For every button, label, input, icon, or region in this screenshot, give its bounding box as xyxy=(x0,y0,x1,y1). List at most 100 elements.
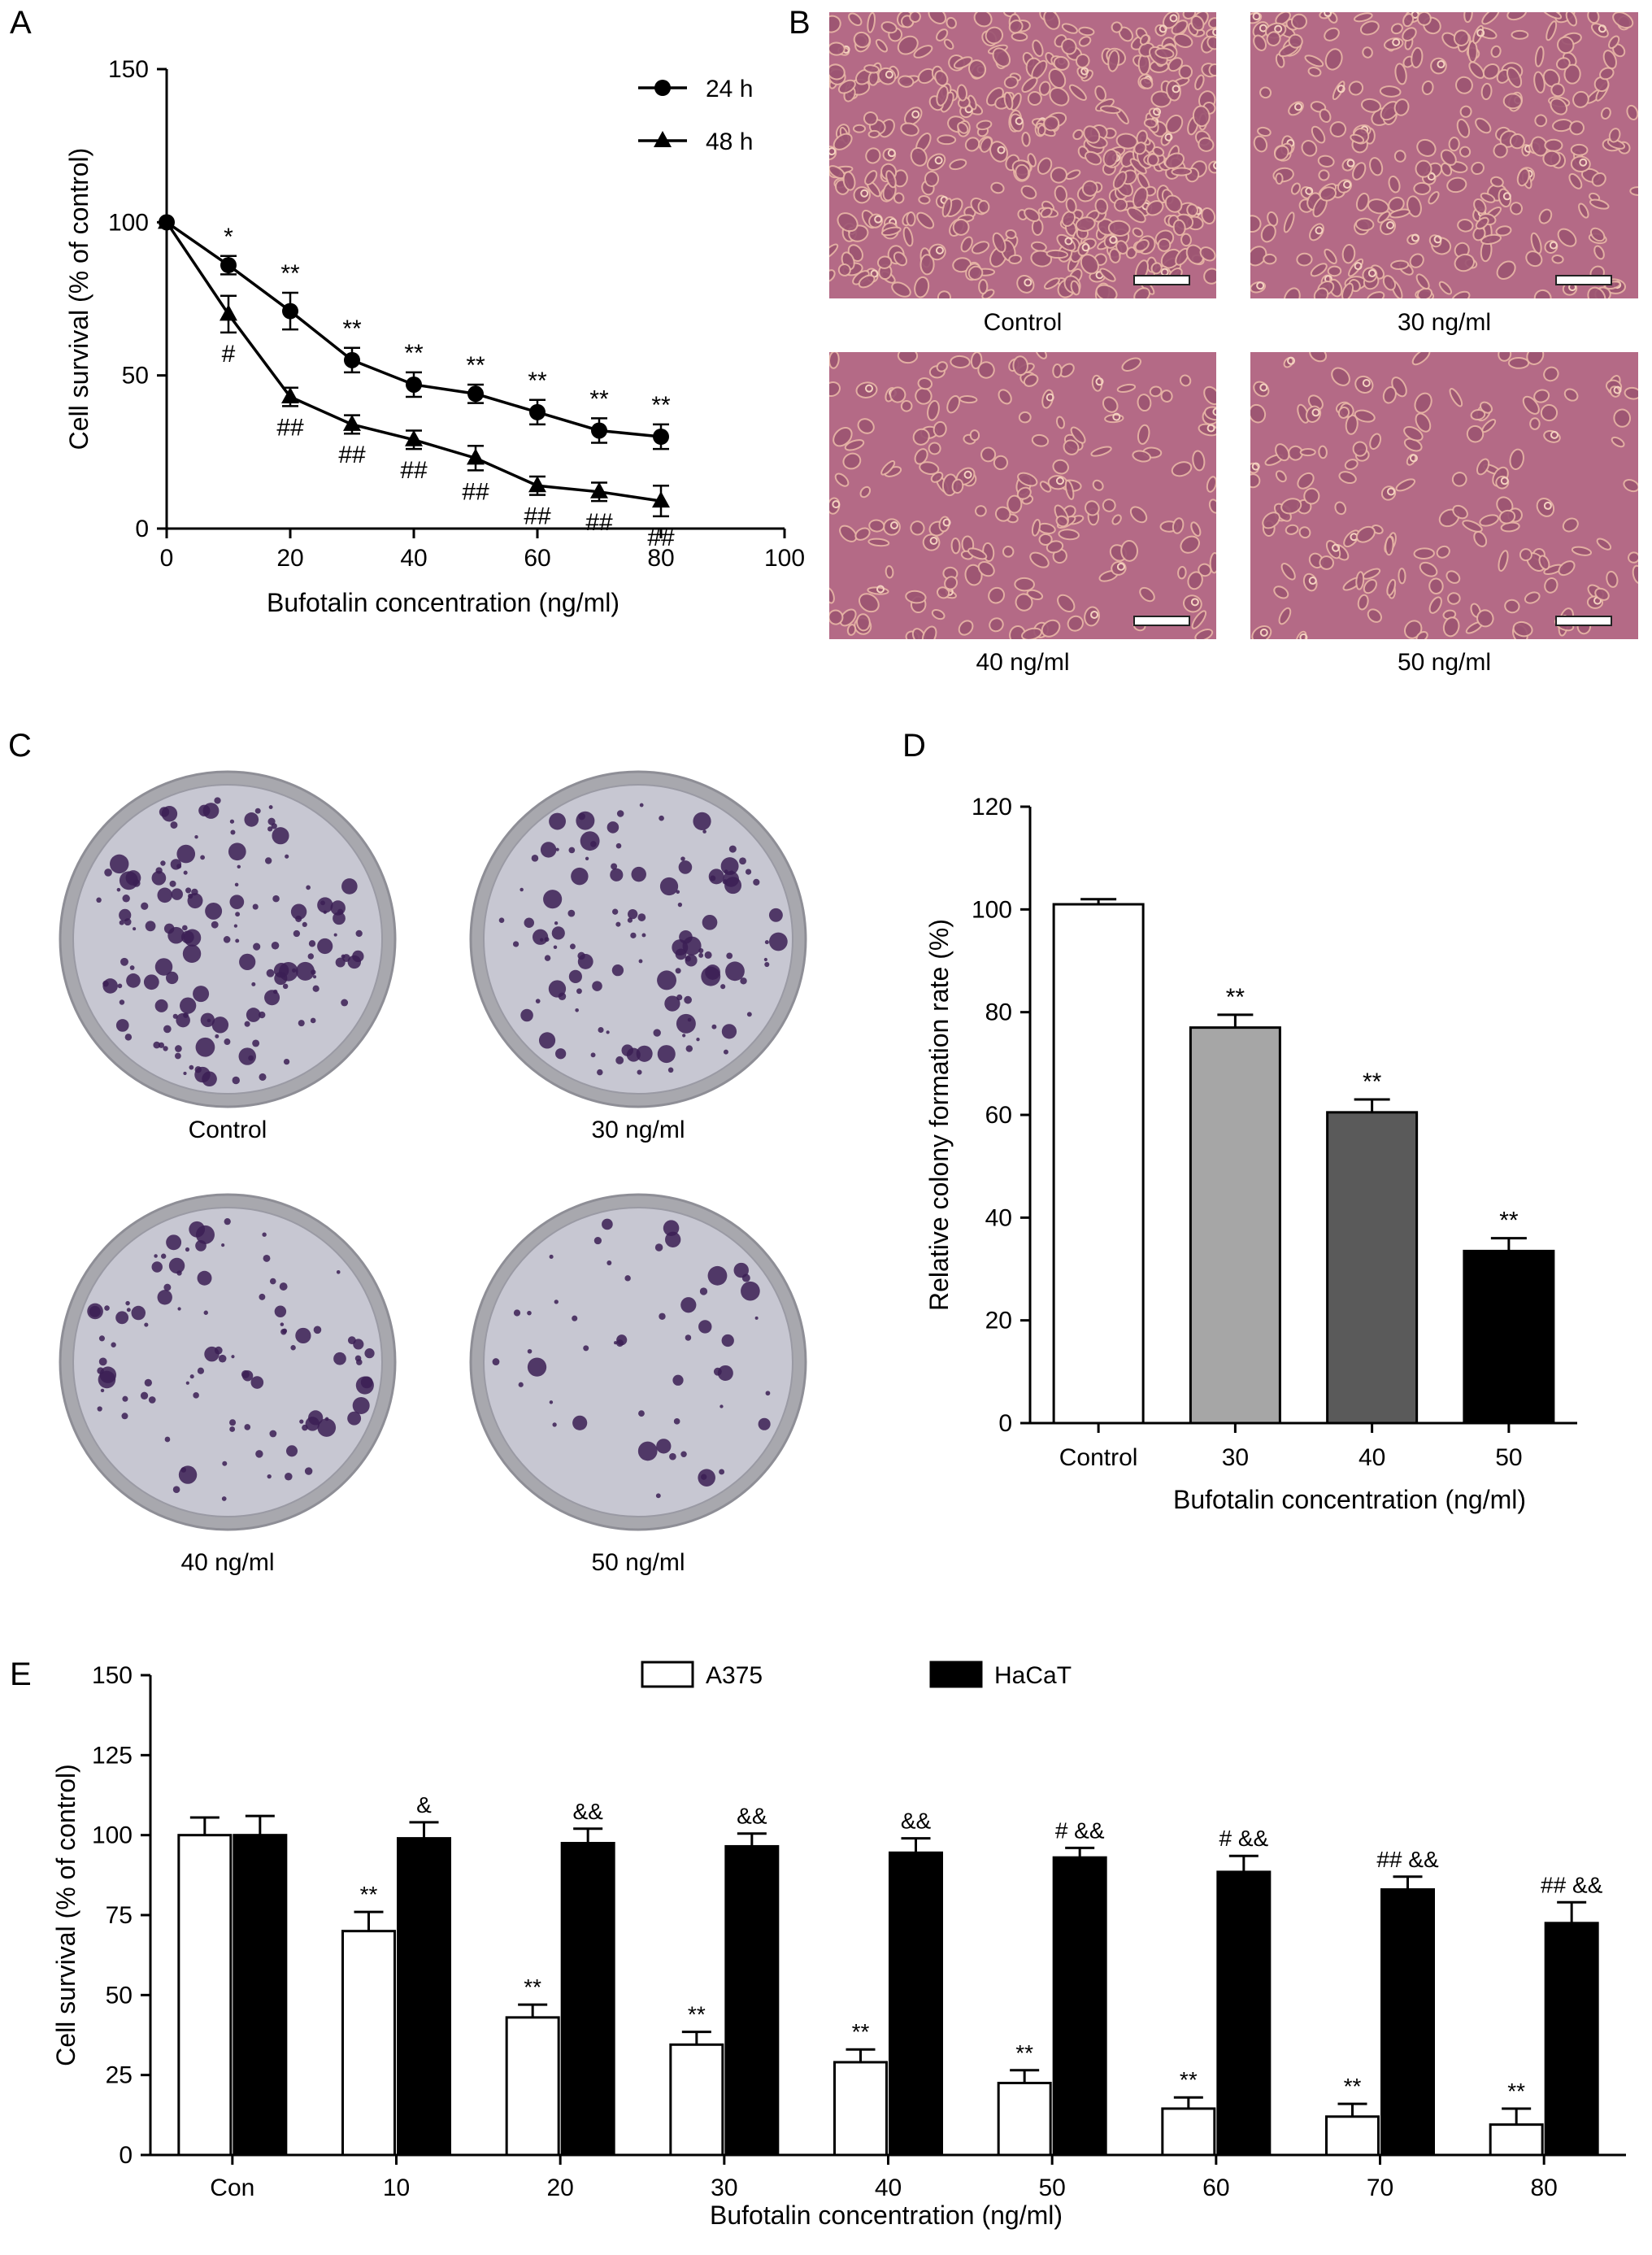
plate-agar xyxy=(72,1207,383,1517)
cell-shape xyxy=(977,199,990,214)
cell-shape xyxy=(1095,284,1118,298)
cell-shape xyxy=(1083,125,1101,144)
round-cell-shape xyxy=(1116,562,1125,571)
round-cell-shape xyxy=(1387,487,1396,496)
round-cell-shape xyxy=(1064,237,1073,246)
colony-dot xyxy=(704,951,712,959)
cell-shape xyxy=(1192,450,1206,472)
cell-shape xyxy=(852,124,867,133)
round-cell-shape xyxy=(1046,393,1054,402)
cell-shape xyxy=(1476,609,1494,628)
cell-shape xyxy=(1107,220,1131,237)
cell-shape xyxy=(1550,98,1568,115)
micrograph-cells-image xyxy=(829,352,1216,639)
cell-shape xyxy=(1257,126,1272,137)
cell-shape xyxy=(864,170,878,185)
cell-shape xyxy=(1002,546,1015,558)
significance-label: ** xyxy=(651,392,671,419)
cell-shape xyxy=(1440,162,1453,176)
legend-swatch xyxy=(641,1661,694,1688)
colony-dot xyxy=(126,973,141,988)
cell-shape xyxy=(1341,282,1354,298)
cell-shape xyxy=(891,281,911,298)
colony-dot xyxy=(120,957,128,966)
x-tick-label: 60 xyxy=(524,545,550,572)
colony-dot xyxy=(615,921,621,927)
cell-shape xyxy=(930,471,944,483)
cell-shape xyxy=(1459,146,1472,158)
cell-shape xyxy=(1139,77,1154,89)
cell-shape xyxy=(880,21,898,34)
cell-shape xyxy=(1253,135,1268,153)
cell-shape xyxy=(1198,563,1212,577)
cell-shape xyxy=(1283,287,1301,298)
colony-dot xyxy=(304,1467,313,1475)
colony-dot xyxy=(347,1411,362,1426)
cell-shape xyxy=(937,290,952,298)
cell-shape xyxy=(906,211,916,227)
cell-shape xyxy=(1495,225,1512,237)
round-cell-shape xyxy=(1437,60,1446,69)
colony-dot xyxy=(628,908,638,920)
cell-shape xyxy=(844,439,865,451)
bar xyxy=(1463,1249,1555,1425)
significance-label: ** xyxy=(360,1882,378,1907)
data-point xyxy=(220,257,237,274)
round-cell-shape xyxy=(1212,28,1216,37)
colony-dot xyxy=(678,860,693,874)
cell-shape xyxy=(957,121,969,134)
cell-shape xyxy=(900,122,919,137)
cell-shape xyxy=(1394,63,1407,85)
cell-shape xyxy=(1250,215,1262,233)
cell-shape xyxy=(1428,577,1444,594)
cell-shape xyxy=(1413,547,1435,559)
cell-shape xyxy=(1538,555,1550,571)
cell-shape xyxy=(1473,531,1488,547)
panel-letter-b: B xyxy=(789,5,811,41)
scale-bar xyxy=(1133,616,1190,626)
colony-dot xyxy=(711,1024,717,1030)
colony-dot xyxy=(285,854,289,859)
cell-shape xyxy=(1481,12,1500,25)
round-cell-shape xyxy=(1015,116,1024,125)
cell-shape xyxy=(1428,191,1440,205)
colony-dot xyxy=(229,1426,236,1432)
colony-dot xyxy=(119,999,125,1005)
cell-shape xyxy=(1259,86,1272,99)
round-cell-shape xyxy=(1354,262,1363,271)
significance-label: && xyxy=(901,1809,932,1834)
cell-shape xyxy=(1273,586,1289,599)
colony-dot xyxy=(631,866,646,882)
colony-dot xyxy=(627,917,633,923)
colony-dot xyxy=(665,1231,681,1247)
colony-dot xyxy=(741,1281,760,1301)
colony-dot xyxy=(677,902,683,908)
significance-label: ** xyxy=(688,2002,706,2027)
colony-dot xyxy=(663,1220,680,1236)
cell-shape xyxy=(1021,131,1031,147)
data-point xyxy=(590,481,608,498)
colony-dot xyxy=(124,1034,133,1041)
cell-shape xyxy=(865,147,881,164)
round-cell-shape xyxy=(1543,501,1552,510)
cell-shape xyxy=(949,159,967,171)
micrograph-caption-50: 50 ng/ml xyxy=(1397,649,1492,676)
cell-shape xyxy=(1173,33,1193,48)
colony-dot xyxy=(659,815,664,821)
round-cell-shape xyxy=(935,246,944,255)
cell-shape xyxy=(842,452,862,470)
round-cell-shape xyxy=(1386,221,1395,230)
cell-shape xyxy=(1509,448,1524,470)
round-cell-shape xyxy=(1549,241,1558,250)
colony-dot xyxy=(655,1493,661,1499)
cell-shape xyxy=(959,395,978,404)
cell-shape xyxy=(1263,253,1277,265)
cell-shape xyxy=(946,394,961,414)
colony-dot xyxy=(274,971,288,986)
significance-label: * xyxy=(224,224,233,250)
cell-shape xyxy=(1111,21,1123,33)
round-cell-shape xyxy=(1090,610,1099,619)
colony-dot xyxy=(615,842,622,849)
cell-shape xyxy=(875,38,889,53)
cell-shape xyxy=(1018,411,1032,424)
